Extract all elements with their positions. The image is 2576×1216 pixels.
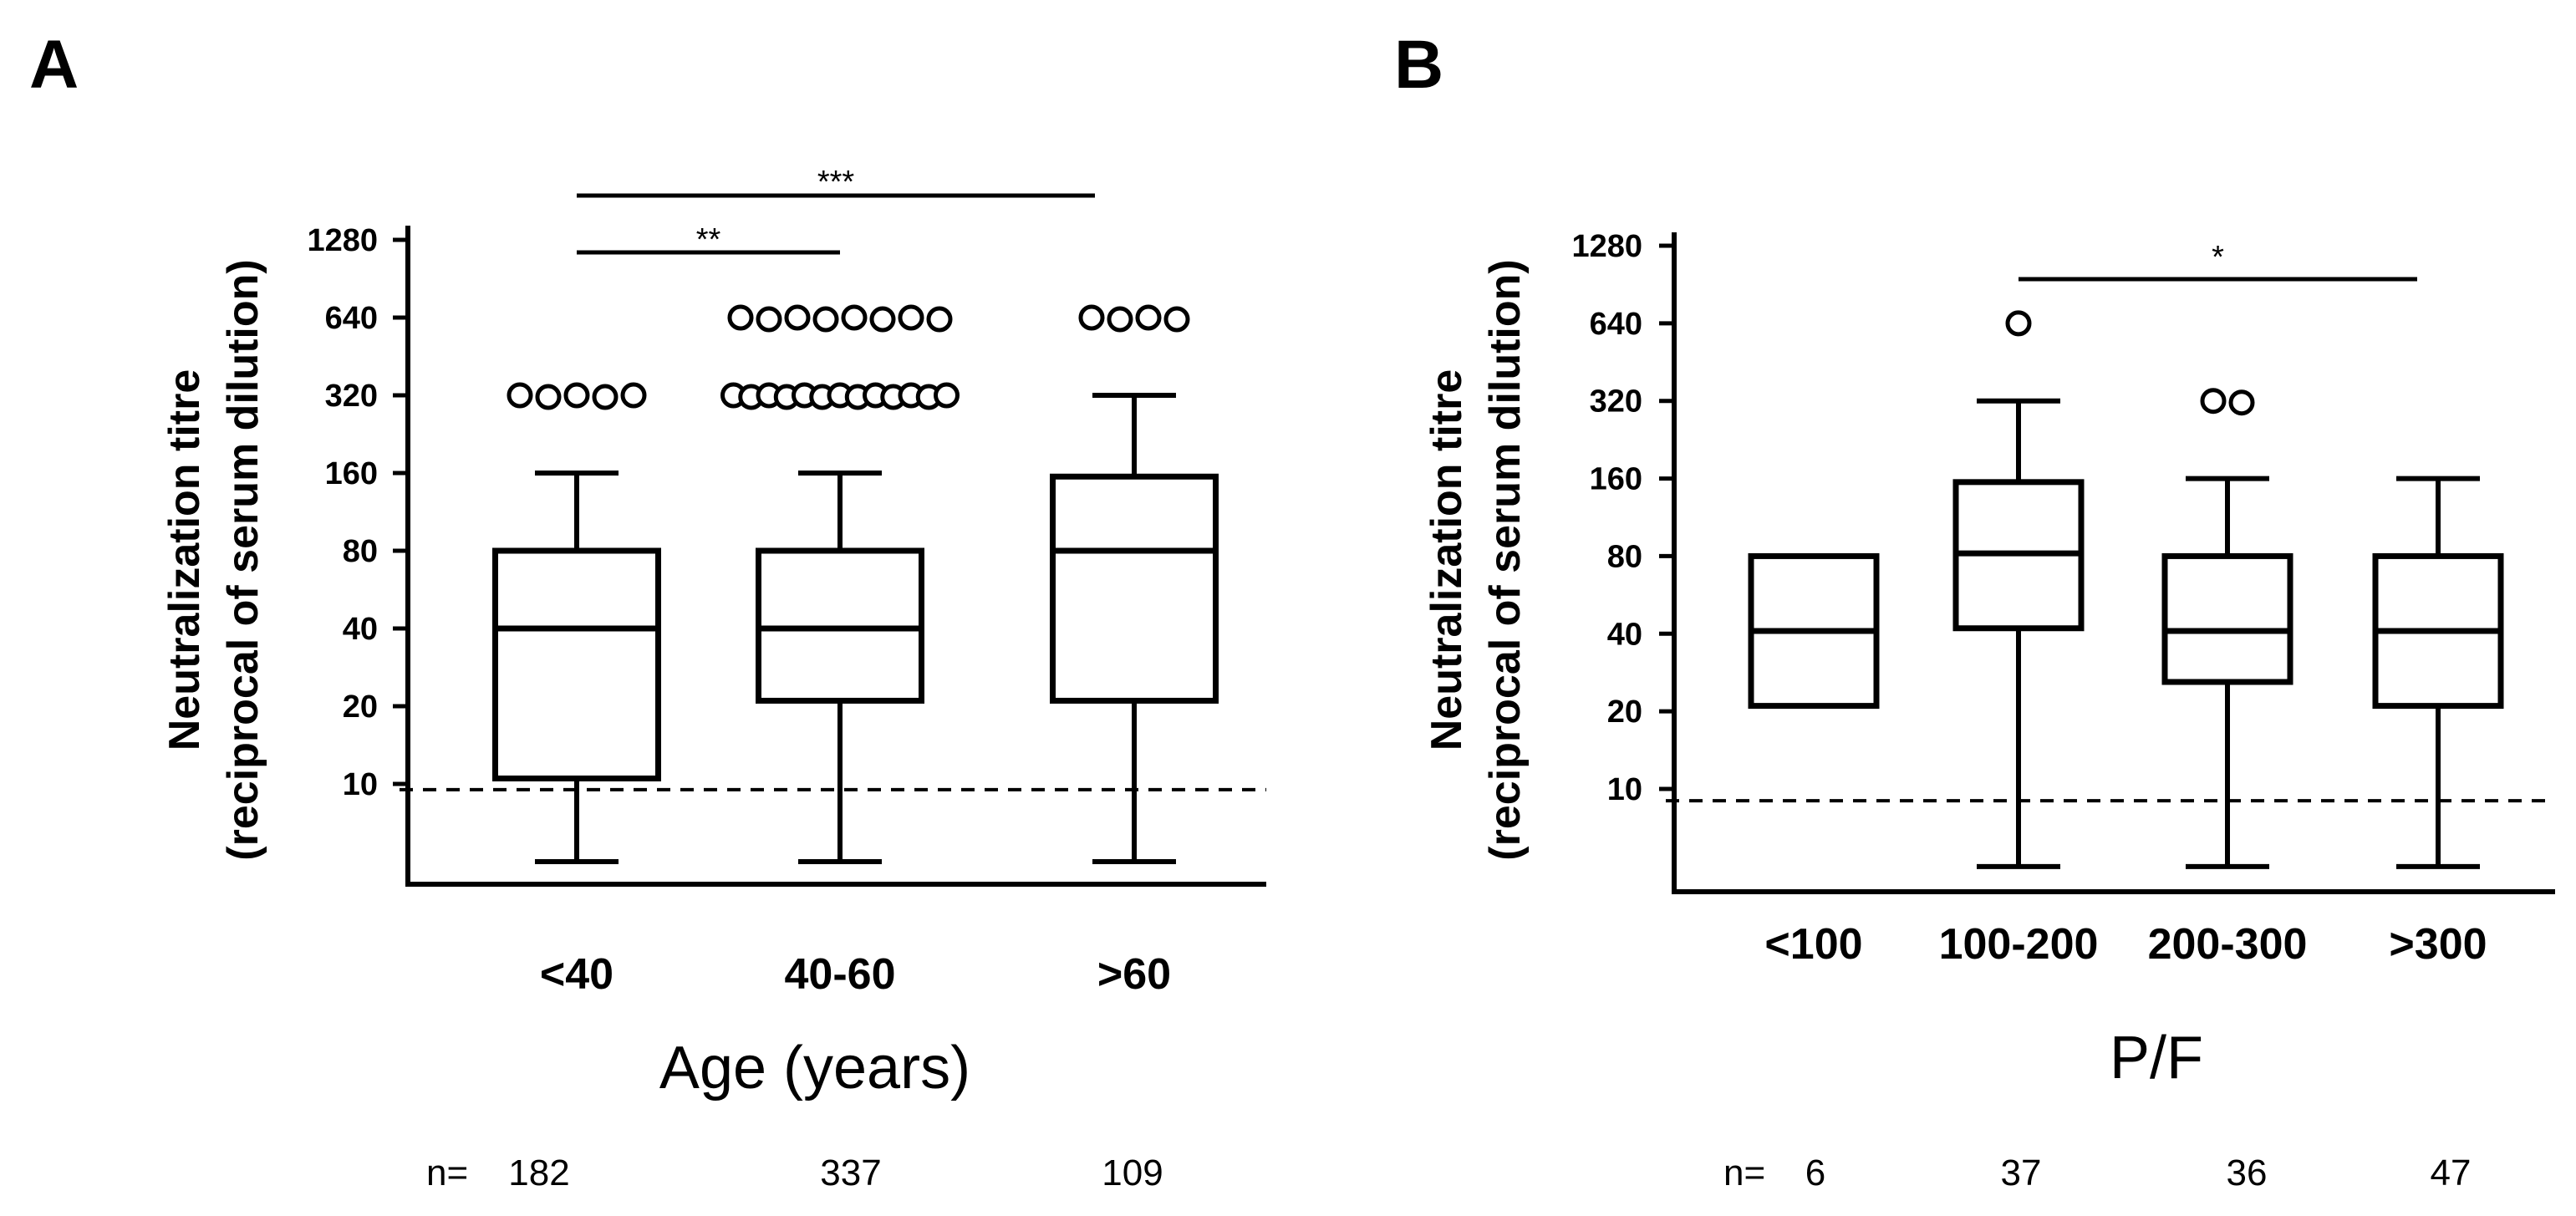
category-label: 40-60 — [785, 950, 896, 999]
outlier-point — [841, 304, 868, 331]
box-plot — [1748, 552, 1880, 710]
outlier-point — [784, 304, 811, 331]
iqr-box — [492, 547, 661, 781]
y-tick-label: 10 — [1607, 772, 1642, 807]
box-plot — [720, 304, 960, 864]
outlier-point — [592, 384, 619, 410]
panel-a-x-title: Age (years) — [659, 1035, 970, 1102]
significance-label: * — [2212, 240, 2224, 275]
panel-a-y-title-line1: Neutralization titre — [160, 369, 209, 751]
outlier-point — [812, 306, 839, 333]
outlier-point — [1135, 304, 1162, 331]
panel-b-n-values: 6 37 36 47 — [1805, 1152, 2472, 1193]
outlier-point — [934, 382, 960, 409]
outlier-point — [1107, 306, 1133, 333]
outlier-point — [727, 304, 754, 331]
panel-b-y-ticks: 10 20 40 80 160 320 640 1280 — [1571, 229, 1674, 807]
y-tick-label: 1280 — [307, 223, 378, 258]
box-plot — [2161, 388, 2293, 869]
y-tick-label: 80 — [343, 534, 378, 569]
outlier-point — [535, 384, 562, 410]
y-tick-label: 160 — [325, 456, 378, 491]
panel-b: B Neutralization titre (reciprocal of se… — [1394, 27, 2555, 1193]
outlier-point — [563, 382, 590, 409]
outlier-point — [2005, 310, 2032, 337]
panel-b-y-title-line2: (reciprocal of serum dilution) — [1481, 259, 1530, 860]
panel-b-n-prefix: n= — [1723, 1152, 1765, 1193]
category-label: 200-300 — [2148, 920, 2308, 969]
n-value: 182 — [508, 1152, 569, 1193]
outlier-point — [869, 306, 896, 333]
category-label: 100-200 — [1939, 920, 2099, 969]
outlier-point — [507, 382, 533, 409]
box-plot — [2372, 476, 2504, 869]
panel-a-label: A — [29, 27, 79, 103]
y-tick-label: 320 — [325, 379, 378, 414]
n-value: 37 — [2001, 1152, 2042, 1193]
panel-a-categories: <40 40-60 >60 — [540, 950, 1171, 999]
box-plot — [492, 382, 661, 864]
outlier-point — [926, 306, 953, 333]
panel-b-x-title: P/F — [2110, 1025, 2203, 1091]
category-label: <100 — [1764, 920, 1862, 969]
y-tick-label: 160 — [1590, 462, 1642, 497]
n-value: 337 — [820, 1152, 881, 1193]
n-value: 109 — [1102, 1152, 1163, 1193]
y-tick-label: 640 — [325, 301, 378, 336]
y-tick-label: 1280 — [1571, 229, 1642, 264]
n-value: 36 — [2227, 1152, 2268, 1193]
y-tick-label: 20 — [343, 689, 378, 725]
panel-b-categories: <100 100-200 200-300 >300 — [1764, 920, 2487, 969]
iqr-box — [2161, 552, 2293, 685]
panel-b-significance: * — [2019, 240, 2417, 282]
outlier-point — [2228, 389, 2255, 416]
significance-label: *** — [817, 165, 855, 200]
y-tick-label: 40 — [343, 612, 378, 647]
panel-b-y-title-line1: Neutralization titre — [1423, 369, 1471, 751]
panel-b-boxes — [1748, 310, 2504, 869]
outlier-point — [620, 382, 647, 409]
outlier-point — [1163, 306, 1190, 333]
panel-a-y-title-line2: (reciprocal of serum dilution) — [219, 259, 267, 860]
outlier-point — [898, 304, 924, 331]
n-value: 6 — [1805, 1152, 1825, 1193]
y-tick-label: 640 — [1590, 307, 1642, 342]
panel-a-y-ticks: 10 20 40 80 160 320 640 1280 — [307, 223, 408, 802]
category-label: >300 — [2389, 920, 2487, 969]
panel-a-n-values: 182 337 109 — [508, 1152, 1163, 1193]
box-plot — [1050, 304, 1219, 864]
panel-a-boxes — [492, 304, 1219, 864]
outlier-point — [1078, 304, 1105, 331]
panel-a-significance: ***** — [577, 165, 1095, 257]
y-tick-label: 80 — [1607, 539, 1642, 574]
iqr-box — [1050, 473, 1219, 704]
y-tick-label: 40 — [1607, 617, 1642, 652]
panel-b-label: B — [1394, 27, 1443, 103]
panel-a-n-prefix: n= — [426, 1152, 468, 1193]
category-label: <40 — [540, 950, 613, 999]
category-label: >60 — [1097, 950, 1171, 999]
y-tick-label: 20 — [1607, 694, 1642, 730]
outlier-point — [756, 306, 782, 333]
outlier-point — [2200, 388, 2227, 415]
significance-label: ** — [696, 222, 721, 257]
panel-a: A Neutralization titre (reciprocal of se… — [29, 27, 1266, 1193]
y-tick-label: 320 — [1590, 384, 1642, 420]
y-tick-label: 10 — [343, 767, 378, 802]
n-value: 47 — [2431, 1152, 2472, 1193]
box-plot — [1952, 310, 2085, 869]
